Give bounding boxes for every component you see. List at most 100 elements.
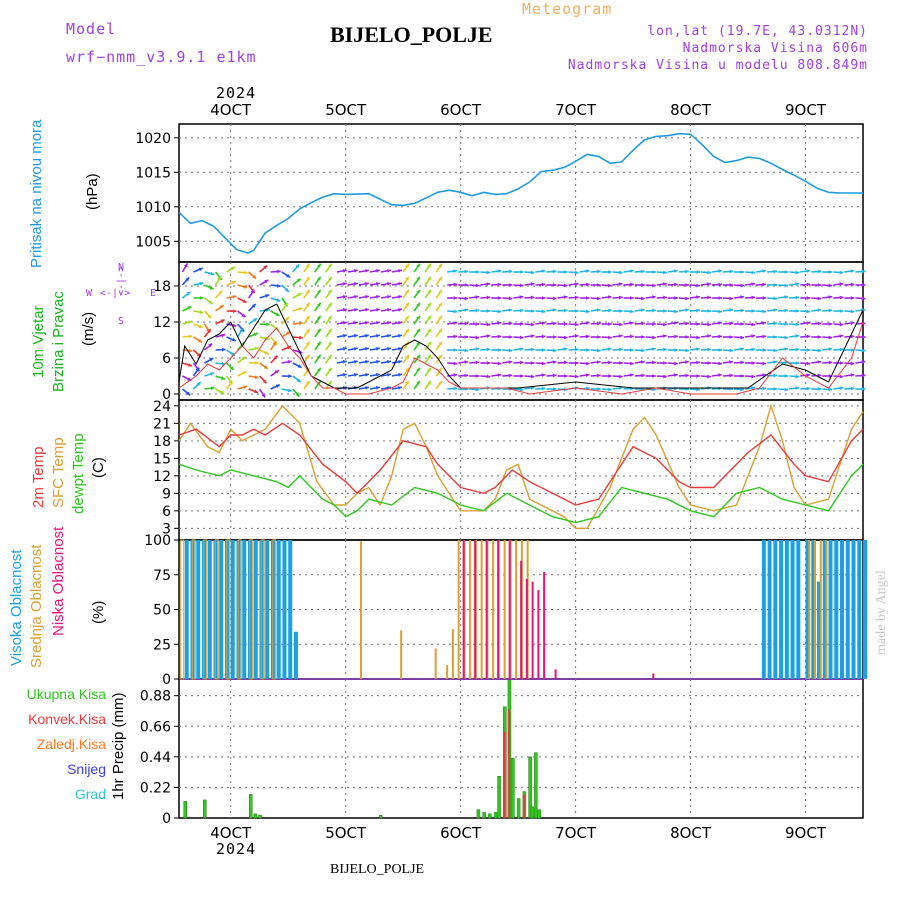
wind-barb-head [729,269,734,274]
cloud-bar-high [196,540,201,679]
wind-barb-head [685,348,689,353]
wind-barb-head [328,276,332,281]
wind-barb-head [751,386,755,390]
wind-barb-head [438,302,442,307]
wind-barb-head [740,335,745,340]
wind-barb-head [718,321,722,325]
wind-barb-head [353,333,358,338]
wind-barb-head [497,334,502,339]
wind-barb-head [640,308,645,312]
wind-barb-head [552,360,557,364]
wind-barb-head [696,347,700,351]
wind-barb-head [508,335,513,339]
wind-barb-head [475,335,480,340]
cloud-bar-mid [226,539,231,680]
wind-barb-head [784,308,789,313]
wind-barb-head [696,335,700,340]
wind-barb-head [264,351,269,355]
wind-barb-head [563,347,568,351]
wind-barb-head [707,334,711,338]
wind-barb-head [641,373,645,378]
cloud-bar-high [811,540,816,679]
cloud-bar-high [845,540,850,679]
wind-barb-head [839,322,844,327]
wind-barb-head [773,283,778,287]
wind-barb-head [519,322,524,326]
wind-barb-head [663,322,667,327]
wind-barb-head [255,360,259,365]
wind-barb-head [398,385,402,390]
wind-barb-head [274,370,279,374]
wind-barb-head [405,302,409,307]
wind-barb-head [850,309,855,314]
wind-barb-head [751,282,755,286]
wind-barb-head [608,335,612,340]
wind-barb-head [597,283,601,287]
cloud-bar-high [834,540,839,679]
wind-barb-head [416,328,420,333]
y-tick-label: 18 [153,279,171,295]
wind-barb-head [316,354,321,359]
wind-barb-head [438,289,442,294]
wind-barb-head [208,300,213,304]
wind-barb-head [342,320,347,325]
wind-barb-head [353,294,358,299]
wind-barb-head [398,320,402,325]
wind-barb-head [553,335,557,339]
wind-barb-head [296,278,301,283]
wind-barb-head [850,296,855,300]
cloud-bar-mid [825,540,828,679]
wind-barb-head [464,360,469,364]
wind-barb-head [497,348,502,352]
cloud-bar-mid [819,540,822,679]
wind-barb-head [497,321,502,325]
wind-barb-head [663,361,667,365]
wind-barb-head [438,380,442,385]
wind-barb-head [663,295,667,300]
model-elevation-label: Nadmorska Visina u modelu 808.849m [567,58,868,73]
wind-barb-head [619,374,623,379]
wind-barb-head [530,282,535,286]
wind-barb-head [828,335,833,340]
wind-barb-head [387,372,391,377]
cloud-bar-mid [434,648,437,679]
wind-barb-head [707,322,711,327]
wind-barb-head [376,385,380,390]
wind-barb-head [685,360,689,364]
wind-barb-head [552,373,557,378]
wind-barb-head [674,309,678,314]
wind-barb-head [861,296,866,301]
wind-barb-head [241,356,246,361]
wind-barb-head [762,361,767,366]
lonlat-label: lon,lat (19.7E, 43.0312N) [647,24,868,39]
wind-barb-head [718,309,722,314]
wind-barb-head [262,379,267,384]
wind-barb-head [365,320,369,325]
date-tick-bottom: 5OCT [325,824,367,842]
wind-barb-head [464,269,469,274]
wind-barb-head [564,322,568,326]
grid-lines [174,124,863,819]
wind-barb-head [806,334,811,339]
y-tick-label: 100 [144,533,171,549]
wind-barb-head [276,298,281,302]
wind-barb-head [376,294,380,299]
wind-barb-head [365,346,369,351]
wind-barb-head [305,302,310,307]
cloud-bar-high [779,540,784,679]
wind-barb-head [387,281,391,286]
wind-barb-head [275,312,280,316]
data-marks [178,132,867,819]
wind-barb-head [266,322,270,327]
wind-barb-head [186,391,191,396]
wind-barb-head [519,295,524,299]
wind-barb-head [508,283,513,287]
wind-barb-head [729,308,733,312]
wind-barb-head [497,282,502,287]
wind-barb-head [240,342,245,347]
wind-barb-head [828,295,833,299]
wind-barb-head [353,281,358,286]
wind-barb-head [353,346,358,351]
cloud-bar-mid [191,539,196,680]
wind-barb-head [438,367,442,372]
